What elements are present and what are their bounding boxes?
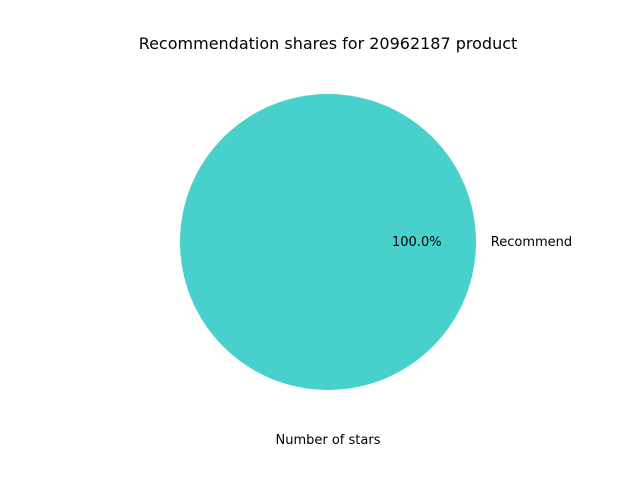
- chart-title: Recommendation shares for 20962187 produ…: [139, 34, 518, 53]
- pie-slices: Recommend 100.0%: [180, 94, 572, 390]
- slice-label: Recommend: [491, 235, 572, 250]
- pie-slice-recommend: [180, 94, 476, 390]
- slice-percent-label: 100.0%: [392, 235, 442, 250]
- x-axis-label: Number of stars: [276, 433, 381, 448]
